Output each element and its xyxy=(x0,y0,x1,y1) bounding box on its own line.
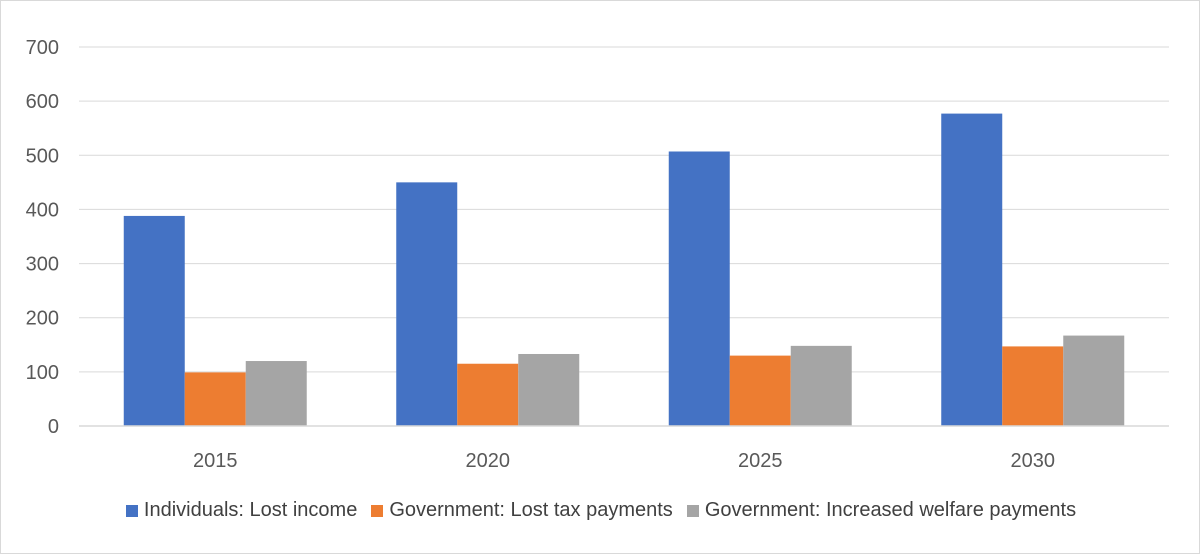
legend-label: Government: Lost tax payments xyxy=(389,499,673,521)
bar-individuals-lost-income-2015 xyxy=(123,215,185,426)
bar-government-increased-welfare-payments-2025 xyxy=(790,345,852,426)
x-tick-label: 2025 xyxy=(738,450,783,472)
y-tick-label: 200 xyxy=(26,308,59,330)
bar-individuals-lost-income-2030 xyxy=(941,113,1003,427)
legend-item: Government: Increased welfare payments xyxy=(686,499,1077,522)
legend: Individuals: Lost income Government: Lost… xyxy=(1,499,1200,522)
bar-government-increased-welfare-payments-2015 xyxy=(245,361,307,426)
bar-government-increased-welfare-payments-2020 xyxy=(518,353,580,426)
bar-government-lost-tax-payments-2025 xyxy=(729,355,791,426)
x-axis-ticks: 2015 2020 2025 2030 xyxy=(193,450,1055,472)
legend-swatch xyxy=(125,504,138,517)
bar-government-lost-tax-payments-2020 xyxy=(457,363,519,426)
legend-swatch xyxy=(686,504,699,517)
x-tick-label: 2030 xyxy=(1011,450,1056,472)
y-tick-label: 0 xyxy=(48,416,59,438)
y-tick-label: 500 xyxy=(26,145,59,167)
bars xyxy=(123,113,1125,427)
legend-label: Government: Increased welfare payments xyxy=(704,499,1077,521)
y-tick-label: 300 xyxy=(26,254,59,276)
legend-item: Individuals: Lost income xyxy=(125,499,358,522)
bar-government-lost-tax-payments-2015 xyxy=(184,372,246,426)
legend-swatch xyxy=(371,504,384,517)
y-tick-label: 600 xyxy=(26,91,59,113)
gridlines xyxy=(79,46,1169,373)
x-tick-label: 2020 xyxy=(466,450,511,472)
legend-item: Government: Lost tax payments xyxy=(371,499,673,522)
y-axis-ticks: 0 100 200 300 400 500 600 700 xyxy=(26,37,59,438)
bar-government-lost-tax-payments-2030 xyxy=(1002,346,1064,426)
bar-government-increased-welfare-payments-2030 xyxy=(1063,335,1125,426)
y-tick-label: 100 xyxy=(26,362,59,384)
legend-label: Individuals: Lost income xyxy=(143,499,358,521)
y-tick-label: 700 xyxy=(26,37,59,59)
bar-individuals-lost-income-2025 xyxy=(668,151,730,426)
bar-individuals-lost-income-2020 xyxy=(396,182,458,426)
x-tick-label: 2015 xyxy=(193,450,238,472)
y-tick-label: 400 xyxy=(26,199,59,221)
